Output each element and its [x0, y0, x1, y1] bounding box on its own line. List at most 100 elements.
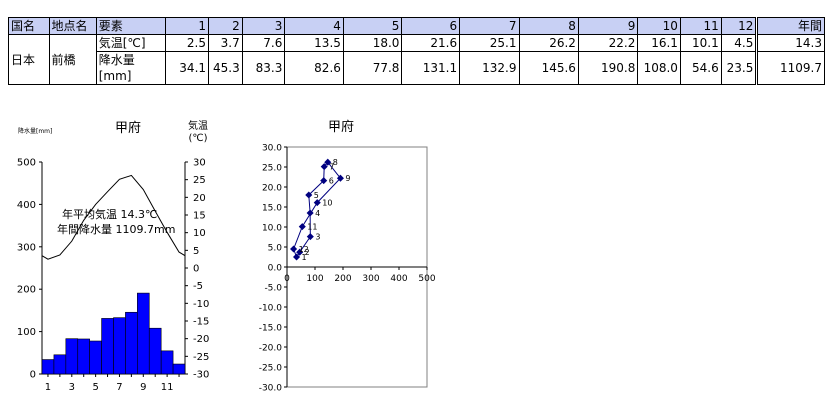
temp-cell: 13.5 [284, 34, 344, 52]
y-tick-label: 10.0 [262, 224, 282, 234]
temperature-line [41, 174, 186, 260]
temp-cell: 16.1 [637, 34, 681, 52]
y2-tick-label: -20 [193, 334, 209, 345]
precip-cell: 82.6 [284, 51, 344, 85]
header-month: 11 [679, 17, 722, 35]
y-tick-label: 30.0 [262, 144, 282, 154]
x-tick-label: 0 [284, 274, 290, 284]
y-tick-label: 20.0 [262, 184, 282, 194]
temp-cell: 10.1 [679, 34, 722, 52]
precip-row: 降水量 [mm] 34.1 45.3 83.3 82.6 77.8 131.1 1… [9, 51, 825, 85]
precip-bar [77, 338, 90, 375]
y2-tick-label: 10 [193, 228, 206, 239]
annual-precip-annotation: 年間降水量 1109.7mm [57, 222, 175, 236]
y-tick-label: 300 [17, 242, 36, 253]
y2-tick-label: -30 [193, 370, 209, 381]
data-point [296, 248, 304, 256]
y2-tick-label: -25 [193, 352, 209, 363]
temp-annual-cell: 14.3 [756, 34, 825, 52]
header-month: 10 [637, 17, 681, 35]
x-tick-label: 500 [418, 274, 435, 284]
precip-cell: 23.5 [720, 51, 759, 85]
point-label: 11 [307, 223, 317, 232]
point-label: 9 [345, 174, 350, 183]
y2-axis-label-line1: 気温 [188, 119, 208, 132]
header-element: 要素 [95, 17, 167, 35]
temp-cell: 21.6 [401, 34, 461, 52]
temp-row: 日本 前橋 気温[℃] 2.5 3.7 7.6 13.5 18.0 21.6 2… [8, 34, 825, 85]
data-point [293, 253, 301, 261]
precip-bar [137, 292, 150, 375]
x-tick-label: 100 [306, 274, 323, 284]
data-point [306, 233, 314, 241]
x-tick-label: 3 [69, 382, 75, 393]
precip-bar [41, 359, 55, 375]
precip-cell: 45.3 [208, 51, 243, 85]
precip-cell: 54.6 [679, 51, 722, 85]
y2-tick-label: 0 [193, 264, 199, 275]
y2-tick-label: -5 [193, 281, 203, 292]
header-location: 地点名 [48, 17, 97, 35]
y-tick-label: -20.0 [259, 344, 283, 354]
location-cell: 前橋 [48, 34, 97, 85]
temp-cell: 7.6 [241, 34, 286, 52]
precip-bar [65, 338, 79, 375]
precip-cell: 108.0 [637, 51, 681, 85]
y-tick-label: 0 [30, 370, 36, 381]
table-header-row: 国名 地点名 要素 1 2 3 4 5 6 7 8 9 10 11 12 年間 [8, 17, 825, 35]
precip-bar [160, 350, 174, 375]
precip-cell: 132.9 [459, 51, 520, 85]
precip-cell: 190.8 [577, 51, 639, 85]
y-axis-label: 降水量[mm] [18, 127, 52, 135]
temp-label: 気温[℃] [95, 34, 167, 52]
hythergraph-chart: 甲府 30.0 25.0 20.0 15.0 10.0 5.0 0.0 -5.0 -10.0 -15… [259, 120, 436, 394]
x-tick-label: 5 [92, 382, 98, 393]
header-month: 3 [241, 17, 286, 35]
chart-title: 甲府 [328, 120, 354, 135]
header-annual: 年間 [756, 17, 825, 35]
y-tick-label: 400 [17, 200, 36, 211]
precip-cell: 145.6 [518, 51, 579, 85]
y2-tick-label: -10 [193, 299, 209, 310]
x-tick-label: 7 [116, 382, 122, 393]
x-tick-label: 200 [334, 274, 351, 284]
y-tick-label: -30.0 [259, 384, 283, 394]
point-label: 7 [329, 163, 334, 172]
data-point [290, 245, 298, 253]
x-tick-label: 9 [140, 382, 146, 393]
header-month: 4 [284, 17, 344, 35]
y-tick-label: 25.0 [262, 164, 282, 174]
temp-cell: 2.5 [165, 34, 210, 52]
precip-label: 降水量 [mm] [95, 51, 167, 85]
precip-annual-cell: 1109.7 [756, 51, 825, 85]
data-point [298, 223, 306, 231]
data-point [313, 199, 321, 207]
temp-cell: 3.7 [208, 34, 243, 52]
y2-tick-label: 25 [193, 175, 206, 186]
precip-bar [172, 363, 186, 375]
precip-bar [101, 318, 114, 375]
header-month: 2 [208, 17, 243, 35]
header-month: 5 [342, 17, 403, 35]
data-point [306, 209, 314, 217]
chart-title: 甲府 [115, 121, 141, 136]
data-point [305, 191, 313, 199]
y2-tick-label: -15 [193, 317, 209, 328]
header-month: 6 [401, 17, 461, 35]
temp-cell: 18.0 [342, 34, 403, 52]
header-month: 1 [165, 17, 210, 35]
precip-bar [113, 317, 126, 375]
precip-cell: 131.1 [401, 51, 461, 85]
header-month: 7 [459, 17, 520, 35]
point-label: 1 [302, 253, 307, 262]
header-month: 9 [577, 17, 639, 35]
annual-mean-temp-annotation: 年平均気温 14.3℃ [62, 207, 157, 221]
y-tick-label: -5.0 [264, 284, 282, 294]
y2-tick-label: 20 [193, 193, 206, 204]
point-label: 6 [329, 177, 334, 186]
temp-cell: 25.1 [459, 34, 520, 52]
point-label: 4 [315, 209, 320, 218]
y-tick-label: 5.0 [268, 244, 283, 254]
y-tick-label: -25.0 [259, 364, 283, 374]
